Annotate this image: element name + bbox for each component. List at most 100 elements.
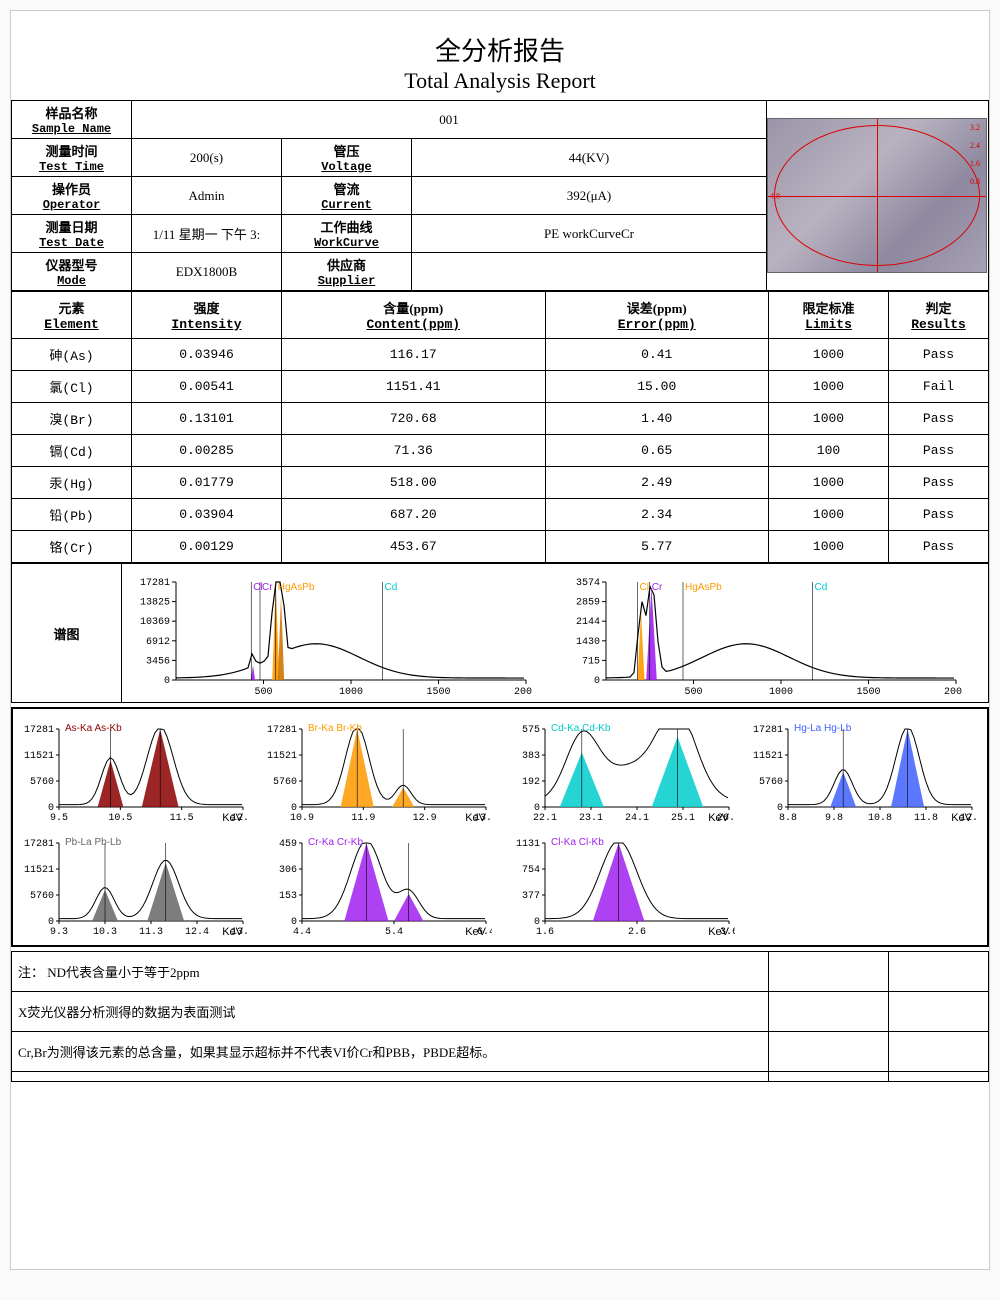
cell-err: 2.34 [545, 499, 768, 531]
current-val: 392(μA) [412, 177, 767, 215]
cell-lim: 1000 [769, 467, 889, 499]
cell-res: Pass [889, 499, 989, 531]
svg-text:2000: 2000 [514, 687, 532, 698]
svg-text:11.5: 11.5 [170, 813, 194, 824]
svg-text:Cd-Ka Cd-Kb: Cd-Ka Cd-Kb [551, 723, 611, 734]
supplier-val [412, 253, 767, 291]
svg-text:Hg-La Hg-Lb: Hg-La Hg-Lb [794, 723, 852, 734]
svg-text:17281: 17281 [140, 578, 170, 589]
svg-text:KeV: KeV [951, 812, 972, 824]
svg-text:10.5: 10.5 [108, 813, 132, 824]
sample-microscope-image: 3.2 2.4 1.6 0.8 4.8 [767, 118, 987, 273]
mini-spectrum: 05760115211728110.911.912.913.9Br-Ka Br-… [262, 715, 495, 825]
svg-text:11.8: 11.8 [914, 813, 938, 824]
svg-text:22.1: 22.1 [533, 813, 557, 824]
cell-err: 0.65 [545, 435, 768, 467]
svg-text:Cr-Ka Cr-Kb: Cr-Ka Cr-Kb [308, 837, 363, 848]
cell-int: 0.03946 [132, 339, 282, 371]
cell-int: 0.01779 [132, 467, 282, 499]
cell-res: Pass [889, 435, 989, 467]
svg-text:Cr: Cr [652, 582, 663, 593]
svg-text:Cd: Cd [815, 582, 828, 593]
svg-text:KeV: KeV [708, 812, 729, 824]
cell-el: 汞(Hg) [12, 467, 132, 499]
spectrum: 07151430214428593574500100015002000ClCrH… [562, 568, 962, 698]
element-spectrum: 0576011521172819.310.311.312.413.4Pb-La … [19, 829, 249, 939]
cell-res: Pass [889, 403, 989, 435]
svg-text:4.4: 4.4 [293, 927, 311, 938]
svg-text:715: 715 [582, 656, 600, 667]
mode-val: EDX1800B [132, 253, 282, 291]
cell-res: Pass [889, 467, 989, 499]
svg-text:12.4: 12.4 [185, 927, 209, 938]
cell-cont: 71.36 [282, 435, 546, 467]
svg-text:6912: 6912 [146, 637, 170, 648]
cell-int: 0.00541 [132, 371, 282, 403]
svg-text:0: 0 [594, 676, 600, 687]
table-row: 铅(Pb)0.03904687.202.341000Pass [12, 499, 989, 531]
cell-lim: 1000 [769, 339, 889, 371]
cell-lim: 100 [769, 435, 889, 467]
svg-text:11.3: 11.3 [139, 927, 163, 938]
operator-val: Admin [132, 177, 282, 215]
svg-text:383: 383 [522, 751, 540, 762]
cell-int: 0.00129 [132, 531, 282, 563]
svg-text:1500: 1500 [856, 687, 880, 698]
cell-el: 铬(Cr) [12, 531, 132, 563]
element-spectrum: 019238357522.123.124.125.126.1Cd-Ka Cd-K… [505, 715, 735, 825]
svg-text:HgAsPb: HgAsPb [685, 582, 722, 593]
mini-spectrum: 01533064594.45.46.4Cr-Ka Cr-KbKeV [262, 829, 495, 939]
svg-text:11521: 11521 [267, 751, 297, 762]
cell-el: 氯(Cl) [12, 371, 132, 403]
svg-text:2.6: 2.6 [628, 927, 646, 938]
svg-text:11521: 11521 [24, 865, 54, 876]
cell-el: 溴(Br) [12, 403, 132, 435]
cell-cont: 1151.41 [282, 371, 546, 403]
svg-text:17281: 17281 [267, 725, 297, 736]
table-row: 汞(Hg)0.01779518.002.491000Pass [12, 467, 989, 499]
svg-text:459: 459 [279, 839, 297, 850]
meta-table: 样品名称Sample Name 001 3.2 2.4 1.6 0.8 4.8 … [11, 100, 989, 291]
table-row: 镉(Cd)0.0028571.360.65100Pass [12, 435, 989, 467]
element-spectrum: 037775411311.62.63.6Cl-Ka Cl-KbKeV [505, 829, 735, 939]
cell-lim: 1000 [769, 403, 889, 435]
cell-res: Fail [889, 371, 989, 403]
cell-int: 0.03904 [132, 499, 282, 531]
svg-text:KeV: KeV [465, 926, 486, 938]
cell-cont: 453.67 [282, 531, 546, 563]
cell-int: 0.00285 [132, 435, 282, 467]
svg-text:HgAsPb: HgAsPb [278, 582, 315, 593]
svg-text:306: 306 [279, 865, 297, 876]
cell-lim: 1000 [769, 371, 889, 403]
svg-text:500: 500 [684, 687, 702, 698]
svg-text:23.1: 23.1 [579, 813, 603, 824]
svg-text:10.8: 10.8 [868, 813, 892, 824]
notes-section: 注： ND代表含量小于等于2ppmX荧光仪器分析测得的数据为表面测试Cr,Br为… [11, 951, 989, 1082]
cell-cont: 687.20 [282, 499, 546, 531]
svg-text:Cl-Ka Cl-Kb: Cl-Ka Cl-Kb [551, 837, 604, 848]
svg-text:Cl: Cl [640, 582, 649, 593]
cell-el: 铅(Pb) [12, 499, 132, 531]
mini-spectrum: 0576011521172818.89.810.811.812.8Hg-La H… [748, 715, 981, 825]
element-spectrum: 05760115211728110.911.912.913.9Br-Ka Br-… [262, 715, 492, 825]
cell-err: 0.41 [545, 339, 768, 371]
table-row: 溴(Br)0.13101720.681.401000Pass [12, 403, 989, 435]
svg-text:Cd: Cd [385, 582, 398, 593]
title-en: Total Analysis Report [11, 68, 989, 94]
svg-text:17281: 17281 [24, 725, 54, 736]
title-cn: 全分析报告 [11, 31, 989, 68]
mini-spectrum: 0576011521172819.510.511.512.5As-Ka As-K… [19, 715, 252, 825]
svg-text:10369: 10369 [140, 617, 170, 628]
cell-cont: 116.17 [282, 339, 546, 371]
svg-text:3574: 3574 [576, 578, 600, 589]
cell-err: 2.49 [545, 467, 768, 499]
workcurve-val: PE workCurveCr [412, 215, 767, 253]
svg-text:KeV: KeV [222, 812, 243, 824]
element-spectrum: 0576011521172818.89.810.811.812.8Hg-La H… [748, 715, 978, 825]
svg-text:1000: 1000 [339, 687, 363, 698]
table-row: 铬(Cr)0.00129453.675.771000Pass [12, 531, 989, 563]
svg-text:5.4: 5.4 [385, 927, 403, 938]
svg-text:17281: 17281 [753, 725, 783, 736]
element-spectra-grid: 0576011521172819.510.511.512.5As-Ka As-K… [11, 707, 989, 947]
sample-name-val: 001 [132, 101, 767, 139]
